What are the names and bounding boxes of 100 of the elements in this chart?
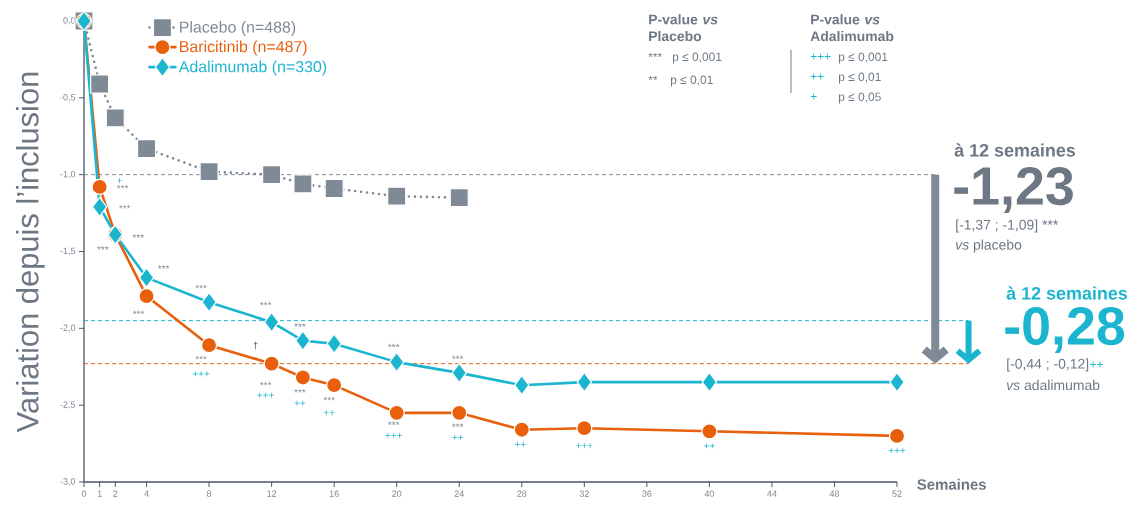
point bbox=[262, 165, 282, 185]
point bbox=[388, 352, 405, 373]
point bbox=[388, 404, 405, 421]
x-tick-label: 44 bbox=[767, 490, 777, 497]
x-tick-label: 48 bbox=[829, 490, 840, 497]
point bbox=[294, 369, 311, 386]
annotation: ++ bbox=[452, 434, 464, 440]
x-tick-label: 24 bbox=[454, 490, 464, 497]
annotation: +++ bbox=[385, 432, 402, 438]
point bbox=[324, 178, 344, 199]
annotation: ++ bbox=[323, 410, 335, 416]
point bbox=[90, 74, 110, 94]
x-tick-label: 4 bbox=[144, 490, 149, 497]
annotation: *** bbox=[259, 301, 272, 306]
x-tick-label: 52 bbox=[892, 490, 902, 497]
annotation: *** bbox=[388, 421, 400, 425]
y-tick-label: 0,0 bbox=[63, 17, 76, 25]
point bbox=[514, 375, 530, 396]
y-tick-label: -2,0 bbox=[60, 324, 76, 333]
text: [-1,37 ; -1,09] *** bbox=[956, 219, 1059, 233]
annotation: *** bbox=[294, 323, 306, 327]
annotation: + bbox=[117, 178, 123, 183]
point bbox=[889, 372, 905, 393]
annotation: +++ bbox=[576, 443, 593, 449]
text: à 12 semaines bbox=[1006, 286, 1128, 300]
x-tick-label: 28 bbox=[517, 490, 527, 497]
point bbox=[293, 174, 313, 194]
point bbox=[199, 161, 219, 182]
y-tick-label: -2,5 bbox=[60, 401, 76, 409]
point bbox=[263, 312, 280, 333]
point bbox=[449, 188, 469, 208]
point bbox=[513, 421, 530, 438]
annotation: *** bbox=[388, 343, 400, 348]
legend-label: Baricitinib (n=487) bbox=[180, 40, 307, 56]
annotation: p ≤ 0,01 bbox=[838, 72, 881, 84]
annotation: *** bbox=[118, 204, 131, 209]
text: vs placebo bbox=[955, 239, 1022, 253]
x-tick-label: 12 bbox=[267, 490, 277, 497]
point bbox=[387, 186, 407, 206]
point bbox=[888, 427, 906, 444]
annotation: *** bbox=[195, 284, 207, 289]
point bbox=[136, 138, 157, 159]
annotation: *** bbox=[323, 396, 335, 401]
point bbox=[326, 377, 343, 394]
annotation: *** bbox=[195, 355, 207, 360]
text: à 12 semaines bbox=[954, 143, 1076, 157]
annotation: *** bbox=[116, 185, 129, 189]
y-tick-label: -1,5 bbox=[60, 247, 76, 256]
y-tick-label: -3,0 bbox=[60, 478, 76, 486]
point bbox=[326, 333, 342, 354]
x-tick-label: 20 bbox=[392, 490, 402, 497]
y-axis-title: Variation depuis l’inclusion bbox=[15, 72, 45, 433]
annotation: +++ bbox=[810, 53, 831, 60]
x-tick-label: 40 bbox=[704, 490, 715, 497]
annotation: +++ bbox=[888, 448, 906, 453]
point bbox=[105, 108, 125, 128]
x-tick-label: 8 bbox=[206, 490, 212, 497]
point bbox=[138, 287, 155, 305]
point bbox=[138, 267, 155, 288]
annotation: *** bbox=[97, 246, 109, 250]
annotation: ++ bbox=[810, 73, 824, 80]
annotation: p ≤ 0,001 bbox=[838, 52, 888, 64]
annotation: p ≤ 0,01 bbox=[670, 75, 713, 87]
point bbox=[701, 423, 718, 440]
annotation: p ≤ 0,05 bbox=[838, 92, 881, 104]
annotation: p ≤ 0,001 bbox=[672, 52, 722, 64]
annotation: ++ bbox=[294, 400, 306, 406]
annotation: *** bbox=[157, 265, 170, 269]
point bbox=[263, 355, 280, 372]
x-tick-label: 16 bbox=[329, 490, 339, 497]
text: vs adalimumab bbox=[1006, 379, 1100, 391]
x-axis-title: Semaines bbox=[917, 478, 986, 490]
point bbox=[701, 372, 718, 393]
legend-label: Placebo (n=488) bbox=[180, 21, 296, 36]
annotation: *** bbox=[452, 355, 464, 359]
text: [-0,44 ; -0,12] bbox=[1007, 358, 1089, 372]
legend-label: Adalimumab (n=330) bbox=[178, 60, 327, 76]
annotation: P-value vs Placebo bbox=[649, 14, 718, 42]
point bbox=[576, 372, 593, 393]
x-tick-label: 32 bbox=[579, 490, 589, 497]
annotation: +++ bbox=[257, 392, 274, 398]
annotation: *** bbox=[648, 52, 662, 58]
annotation: † bbox=[253, 341, 258, 350]
text: ++ bbox=[1090, 361, 1103, 368]
annotation: *** bbox=[132, 234, 144, 238]
text: -1,23 bbox=[954, 167, 1073, 213]
point bbox=[451, 404, 468, 421]
annotation: *** bbox=[452, 423, 464, 427]
annotation: *** bbox=[132, 310, 145, 315]
y-tick-label: -0,5 bbox=[60, 94, 76, 102]
point bbox=[91, 178, 108, 196]
point bbox=[451, 362, 467, 383]
annotation: ++ bbox=[514, 441, 526, 447]
annotation: + bbox=[810, 93, 817, 100]
annotation: ** bbox=[648, 75, 658, 81]
y-tick-label: -1,0 bbox=[60, 170, 76, 179]
annotation: *** bbox=[259, 381, 272, 386]
x-tick-label: 2 bbox=[113, 490, 118, 497]
annotation: P-value vs Adalimumab bbox=[810, 14, 894, 42]
point bbox=[201, 292, 217, 313]
